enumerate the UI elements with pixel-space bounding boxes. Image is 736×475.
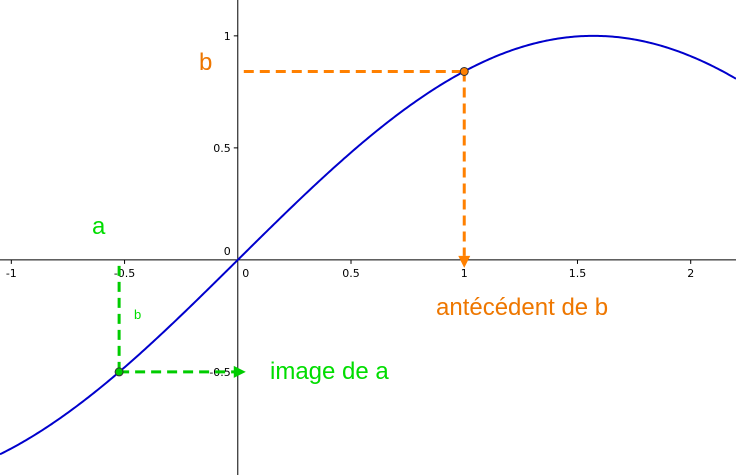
- x-tick-label: 0.5: [342, 267, 360, 280]
- x-tick-label: 0: [242, 267, 249, 280]
- y-tick-label: 0: [224, 245, 231, 258]
- label-b-small: b: [134, 307, 141, 322]
- x-tick-label: 2: [687, 267, 694, 280]
- orange-arrowhead: [458, 255, 471, 268]
- point-a: [114, 367, 124, 377]
- y-tick-label: 0.5: [213, 142, 231, 155]
- x-tick-label: -1: [6, 267, 17, 280]
- point-b: [459, 66, 469, 76]
- sine-curve: [0, 34, 736, 456]
- label-b-orange: b: [199, 49, 212, 76]
- x-tick-label: 1: [461, 267, 468, 280]
- dashed-helper-lines: [117, 69, 471, 378]
- x-tick-label: -0.5: [114, 267, 135, 280]
- green-arrowhead: [233, 365, 246, 378]
- label-image-de-a: image de a: [270, 358, 389, 385]
- points: [114, 66, 469, 377]
- x-tick-label: 1.5: [569, 267, 587, 280]
- y-tick-label: 1: [224, 30, 231, 43]
- label-a: a: [92, 213, 106, 240]
- label-antecedent-de-b: antécédent de b: [436, 294, 608, 321]
